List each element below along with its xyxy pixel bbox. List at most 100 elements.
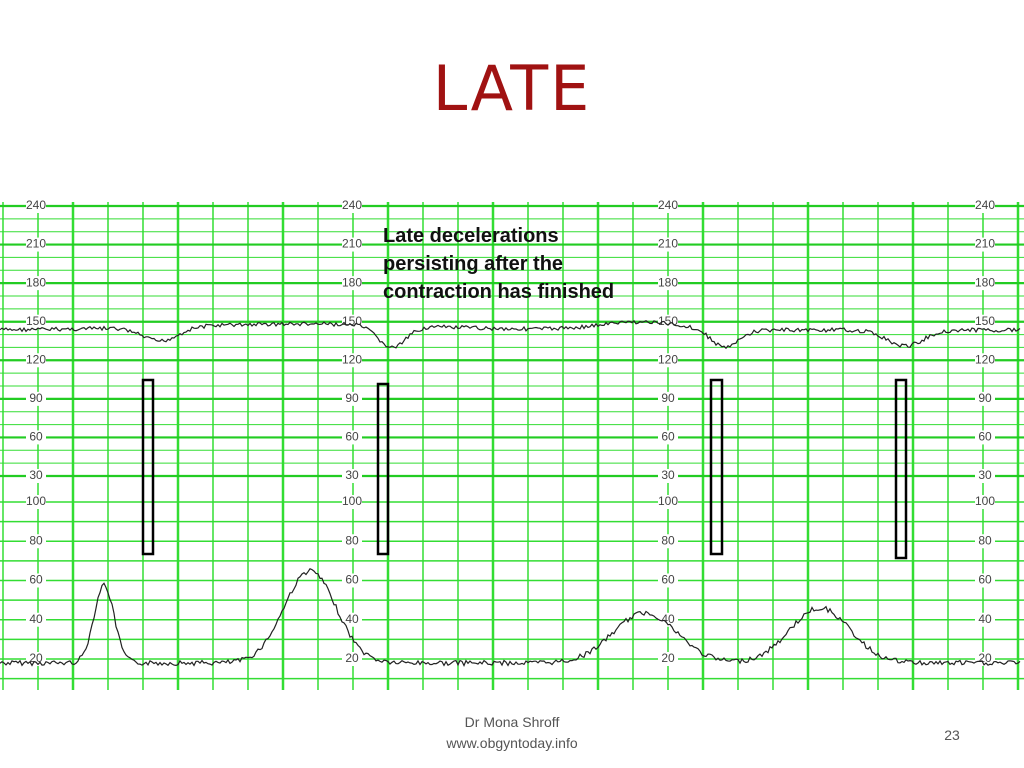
scale-label: 80 bbox=[661, 533, 675, 547]
scale-label: 150 bbox=[975, 314, 995, 328]
label-bg bbox=[342, 612, 362, 627]
scale-label: 210 bbox=[975, 237, 995, 251]
label-bg bbox=[658, 199, 678, 213]
label-bg bbox=[26, 353, 46, 368]
marker-box bbox=[376, 382, 390, 556]
scale-label: 20 bbox=[661, 651, 675, 665]
label-bg bbox=[26, 276, 46, 291]
label-bg bbox=[26, 430, 46, 445]
scale-label: 80 bbox=[345, 533, 359, 547]
scale-label: 120 bbox=[26, 352, 46, 366]
scale-label: 120 bbox=[658, 352, 678, 366]
scale-label: 210 bbox=[26, 237, 46, 251]
scale-label: 60 bbox=[29, 430, 43, 444]
label-bg bbox=[975, 469, 995, 483]
label-bg bbox=[975, 430, 995, 445]
scale-label: 20 bbox=[29, 651, 43, 665]
scale-label: 60 bbox=[345, 573, 359, 587]
label-bg bbox=[26, 391, 46, 406]
label-bg bbox=[26, 573, 46, 588]
label-bg bbox=[342, 391, 362, 406]
scale-label: 180 bbox=[26, 275, 46, 289]
footer-author: Dr Mona Shroff bbox=[464, 714, 560, 730]
scale-label: 90 bbox=[29, 391, 43, 405]
scale-label: 40 bbox=[29, 612, 43, 626]
label-bg bbox=[658, 612, 678, 627]
label-bg bbox=[26, 534, 46, 549]
annotation-line: persisting after the bbox=[383, 253, 563, 275]
label-bg bbox=[26, 495, 46, 509]
scale-label: 60 bbox=[978, 430, 992, 444]
ctg-strip: 240 210 180 150 120 90 60 30 100 80 60 40 20 240 210 18… bbox=[0, 198, 1024, 690]
markers bbox=[141, 378, 908, 560]
label-bg bbox=[975, 534, 995, 549]
scale-label: 90 bbox=[978, 391, 992, 405]
label-bg bbox=[658, 430, 678, 445]
scale-label: 80 bbox=[29, 533, 43, 547]
scale-label: 30 bbox=[345, 468, 359, 482]
label-bg bbox=[658, 276, 678, 291]
label-bg bbox=[342, 353, 362, 368]
scale-label: 210 bbox=[658, 237, 678, 251]
traces bbox=[0, 319, 1021, 667]
label-bg bbox=[975, 353, 995, 368]
scale-label: 180 bbox=[342, 275, 362, 289]
label-bg bbox=[342, 237, 362, 252]
label-bg bbox=[342, 534, 362, 549]
marker-box bbox=[141, 378, 155, 556]
scale-label: 100 bbox=[658, 494, 678, 508]
scale-label: 180 bbox=[658, 275, 678, 289]
scale-label: 90 bbox=[661, 391, 675, 405]
label-bg bbox=[975, 237, 995, 252]
label-bg bbox=[658, 652, 678, 666]
label-bg bbox=[658, 534, 678, 549]
label-bg bbox=[975, 573, 995, 588]
scale-label: 60 bbox=[661, 573, 675, 587]
scale-label: 90 bbox=[345, 391, 359, 405]
page-number: 23 bbox=[944, 727, 960, 743]
marker-box bbox=[709, 378, 724, 556]
label-bg bbox=[26, 469, 46, 483]
scale-label: 240 bbox=[975, 198, 995, 212]
scale-label: 240 bbox=[342, 198, 362, 212]
label-bg bbox=[342, 573, 362, 588]
scale-label: 30 bbox=[978, 468, 992, 482]
label-bg bbox=[342, 652, 362, 666]
scale-label: 60 bbox=[978, 573, 992, 587]
label-bg bbox=[975, 495, 995, 509]
scale-label: 30 bbox=[661, 468, 675, 482]
label-bg bbox=[658, 391, 678, 406]
label-bg bbox=[26, 237, 46, 252]
scale-label: 80 bbox=[978, 533, 992, 547]
scale-label: 100 bbox=[26, 494, 46, 508]
grid bbox=[0, 202, 1024, 690]
label-bg bbox=[658, 353, 678, 368]
scale-label: 100 bbox=[342, 494, 362, 508]
scale-label: 180 bbox=[975, 275, 995, 289]
label-bg bbox=[342, 469, 362, 483]
label-bg bbox=[26, 612, 46, 627]
label-bg bbox=[975, 612, 995, 627]
label-bg bbox=[658, 495, 678, 509]
label-bg bbox=[26, 199, 46, 213]
scale-label: 40 bbox=[345, 612, 359, 626]
label-bg bbox=[26, 314, 46, 329]
label-bg bbox=[975, 652, 995, 666]
label-bg bbox=[658, 237, 678, 252]
label-bg bbox=[658, 573, 678, 588]
label-bg bbox=[975, 199, 995, 213]
annotation-line: contraction has finished bbox=[383, 281, 614, 303]
label-bg bbox=[658, 314, 678, 329]
slide-title: LATE bbox=[432, 52, 592, 125]
scale-label: 120 bbox=[975, 352, 995, 366]
scale-label: 30 bbox=[29, 468, 43, 482]
scale-label: 150 bbox=[26, 314, 46, 328]
label-bg bbox=[342, 276, 362, 291]
marker-box bbox=[894, 378, 908, 560]
scale-label: 40 bbox=[978, 612, 992, 626]
scale-label: 60 bbox=[345, 430, 359, 444]
ua-trace bbox=[0, 568, 1021, 667]
scale-label: 120 bbox=[342, 352, 362, 366]
label-bg bbox=[342, 199, 362, 213]
